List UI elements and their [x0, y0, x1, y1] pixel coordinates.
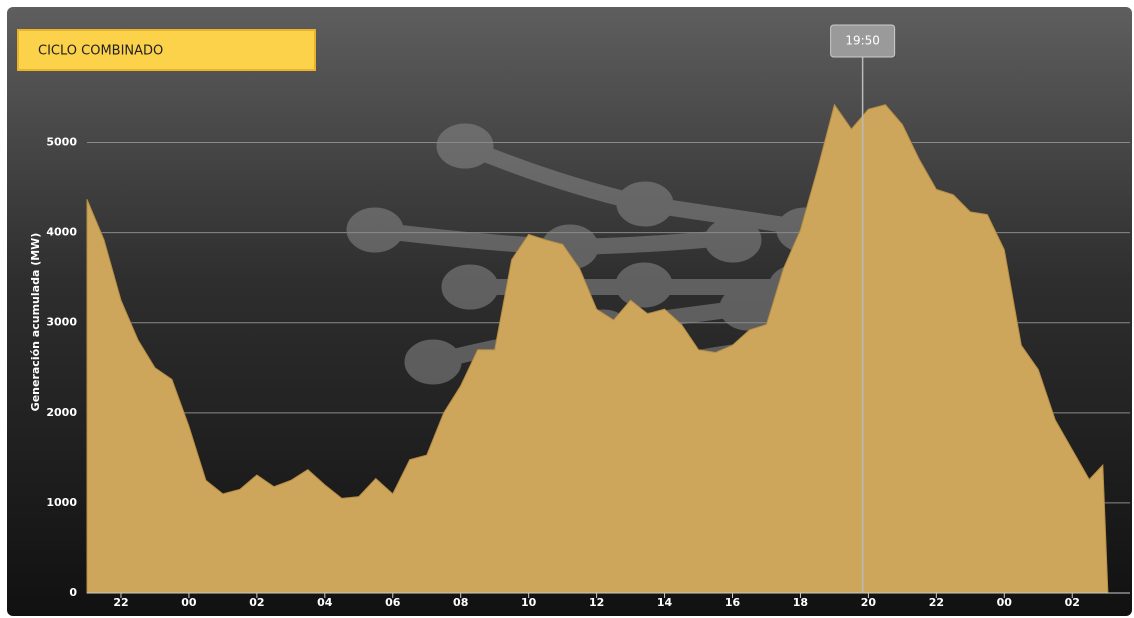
y-tick-label: 2000 [46, 406, 77, 419]
y-tick-label: 5000 [46, 136, 77, 149]
x-tick-label: 18 [793, 596, 808, 609]
plot [86, 103, 1130, 598]
area [86, 103, 1109, 594]
y-tick-label: 0 [69, 586, 77, 599]
x-tick-label: 04 [317, 596, 333, 609]
cursor-label: 19:50 [845, 34, 880, 48]
y-tick-label: 3000 [46, 316, 77, 329]
x-tick-label: 02 [1065, 596, 1080, 609]
cursor-box [830, 24, 896, 58]
y-tick-label: 1000 [46, 496, 77, 509]
x-tick-label: 06 [385, 596, 401, 609]
x-tick-label: 02 [249, 596, 264, 609]
x-tick-label: 00 [181, 596, 197, 609]
title-box [17, 29, 316, 71]
x-tick-label: 22 [929, 596, 944, 609]
x-tick-label: 16 [725, 596, 741, 609]
x-tick-label: 00 [997, 596, 1013, 609]
x-tick-label: 14 [657, 596, 673, 609]
x-tick-label: 20 [861, 596, 877, 609]
y-axis-label: Generación acumulada (MW) [29, 233, 42, 412]
x-tick-label: 08 [453, 596, 468, 609]
x-tick-label: 10 [521, 596, 537, 609]
x-tick-label: 12 [589, 596, 604, 609]
chart-title: CICLO COMBINADO [38, 44, 163, 59]
y-tick-label: 4000 [46, 226, 77, 239]
x-tick-label: 22 [113, 596, 128, 609]
